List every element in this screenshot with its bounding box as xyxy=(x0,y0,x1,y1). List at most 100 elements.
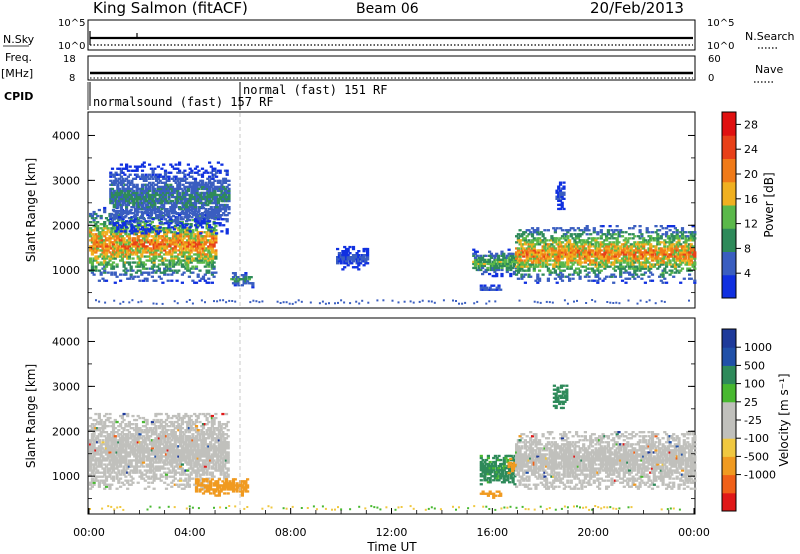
power-cell xyxy=(104,265,109,268)
power-cell xyxy=(158,212,162,215)
power-cell xyxy=(128,230,132,233)
power-cell xyxy=(115,235,119,238)
power-cell xyxy=(144,173,148,176)
noise-cell xyxy=(152,302,155,305)
power-cell xyxy=(589,263,593,266)
power-cell xyxy=(661,259,665,262)
power-cell xyxy=(652,245,656,248)
power-cell xyxy=(156,210,160,213)
velocity-cell xyxy=(122,418,126,422)
velocity-cell xyxy=(120,447,124,450)
power-cell xyxy=(179,231,183,234)
velocity-cell xyxy=(97,459,101,462)
velocity-cell xyxy=(129,437,133,440)
power-cell xyxy=(529,243,533,246)
power-cell xyxy=(113,271,117,274)
power-cell xyxy=(200,173,205,176)
velocity-cell xyxy=(97,423,101,426)
power-cell xyxy=(675,229,679,232)
power-cell xyxy=(111,267,116,270)
velocity-cell xyxy=(119,485,123,488)
power-cell xyxy=(154,233,158,236)
power-cell xyxy=(523,249,527,252)
power-cell xyxy=(146,206,150,209)
power-cell xyxy=(198,255,202,258)
power-cell xyxy=(218,195,222,199)
power-cell xyxy=(205,241,209,244)
power-cell xyxy=(104,237,109,240)
velocity-cell xyxy=(133,471,137,474)
power-cell xyxy=(213,208,217,211)
power-cell xyxy=(557,247,561,250)
power-cell xyxy=(652,237,656,240)
power-cell xyxy=(151,189,155,193)
power-cell xyxy=(601,261,605,264)
power-cell xyxy=(575,243,579,246)
power-cell xyxy=(489,252,493,255)
power-cell xyxy=(536,241,540,244)
power-cell xyxy=(507,248,511,251)
power-cell xyxy=(213,206,217,209)
power-cell xyxy=(578,259,582,262)
power-cell xyxy=(196,231,200,234)
power-cell xyxy=(500,258,504,261)
power-cell xyxy=(146,191,150,195)
power-cell xyxy=(134,247,139,250)
power-cell xyxy=(160,187,164,191)
power-cell xyxy=(552,249,556,252)
power-cell xyxy=(106,249,110,252)
velocity-cell xyxy=(117,469,121,472)
velocity-cell xyxy=(101,441,105,444)
power-cell xyxy=(650,253,655,256)
power-cell xyxy=(146,187,150,191)
power-cell xyxy=(97,269,101,272)
power-cell xyxy=(174,203,178,207)
power-cell xyxy=(210,241,214,244)
power-cell xyxy=(168,259,172,262)
power-cell xyxy=(585,253,589,256)
power-cell xyxy=(515,273,519,276)
power-cell xyxy=(163,229,167,232)
velocity-cell xyxy=(111,433,116,436)
power-cell xyxy=(688,263,692,266)
power-cell xyxy=(132,203,136,207)
power-cell xyxy=(659,237,663,240)
power-cell xyxy=(633,261,637,264)
power-cell xyxy=(592,279,596,282)
power-cell xyxy=(140,216,145,219)
power-cell xyxy=(94,257,98,260)
power-cell xyxy=(158,210,162,213)
noise-cell xyxy=(140,300,143,303)
power-cell xyxy=(146,201,150,205)
power-cell xyxy=(160,212,164,215)
power-cell xyxy=(628,251,632,254)
noise-cell xyxy=(216,300,219,303)
power-cell xyxy=(515,253,519,256)
power-cell xyxy=(140,226,145,229)
noise-cell xyxy=(573,300,575,303)
power-cell xyxy=(185,214,189,217)
power-cell xyxy=(612,257,616,260)
power-cell xyxy=(485,288,489,291)
power-cell xyxy=(666,249,670,252)
power-cell xyxy=(546,279,550,282)
power-cell xyxy=(689,231,693,234)
power-cell xyxy=(204,185,208,189)
power-cell xyxy=(216,161,220,164)
power-cell xyxy=(650,237,655,240)
power-cell xyxy=(128,197,132,201)
velocity-cell xyxy=(89,463,93,466)
power-cell xyxy=(112,197,116,201)
power-cell xyxy=(587,267,591,270)
power-cell xyxy=(126,201,130,205)
power-cell xyxy=(189,245,193,248)
velocity-cell xyxy=(101,457,105,460)
velocity-cell xyxy=(97,414,101,418)
power-cell xyxy=(626,239,630,242)
power-cell xyxy=(202,220,206,223)
power-cell xyxy=(121,195,125,199)
velocity-cell xyxy=(115,467,119,470)
power-cell xyxy=(180,259,184,262)
power-cell xyxy=(516,237,520,240)
power-cell xyxy=(562,187,566,190)
